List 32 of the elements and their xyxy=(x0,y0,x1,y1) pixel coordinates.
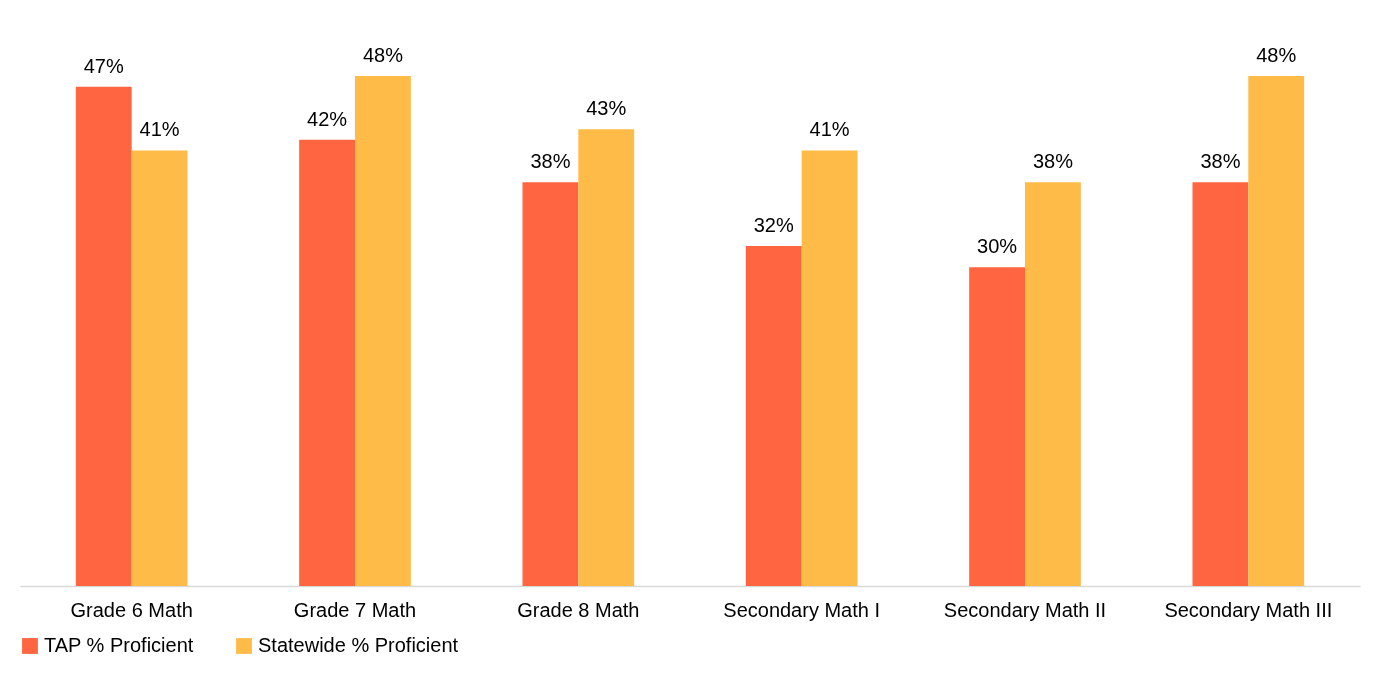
bar xyxy=(355,76,411,586)
data-label: 42% xyxy=(307,107,348,130)
data-label: 38% xyxy=(1200,150,1241,173)
data-label: 48% xyxy=(1256,44,1297,66)
bar xyxy=(969,267,1025,586)
data-label: 47% xyxy=(83,54,124,77)
data-label: 38% xyxy=(530,150,571,173)
data-label: 48% xyxy=(362,44,404,66)
x-tick-label: Secondary Math II xyxy=(943,598,1107,621)
x-tick-label: Grade 6 Math xyxy=(70,598,193,621)
legend-label: Statewide % Proficient xyxy=(258,634,459,656)
bar xyxy=(1248,76,1305,586)
bar xyxy=(578,129,635,586)
data-label: 43% xyxy=(586,97,627,120)
bar xyxy=(131,150,188,586)
x-tick-label: Grade 7 Math xyxy=(293,598,417,621)
legend-label: TAP % Proficient xyxy=(44,634,194,656)
bar xyxy=(299,139,355,586)
data-label: 32% xyxy=(753,214,794,236)
bar xyxy=(745,246,802,586)
bar xyxy=(1192,182,1249,586)
x-tick-label: Secondary Math III xyxy=(1164,598,1333,621)
data-label: 41% xyxy=(809,118,850,141)
bar xyxy=(522,182,579,586)
bar xyxy=(1025,182,1081,586)
data-label: 30% xyxy=(977,235,1018,258)
data-label: 38% xyxy=(1032,150,1074,173)
bar xyxy=(75,86,132,586)
x-tick-label: Grade 8 Math xyxy=(517,598,640,621)
bar xyxy=(801,150,858,586)
x-tick-label: Secondary Math I xyxy=(723,598,881,621)
data-label: 41% xyxy=(139,118,180,141)
